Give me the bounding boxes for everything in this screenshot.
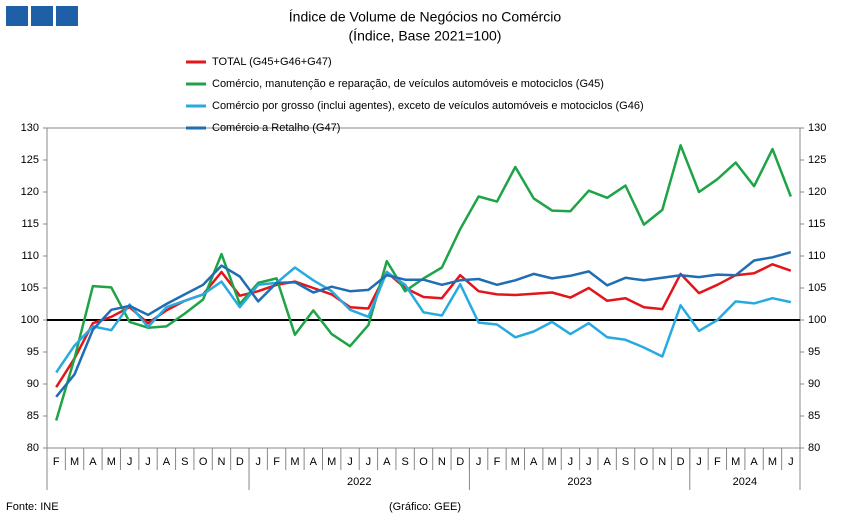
x-tick-label: A <box>89 456 97 468</box>
year-label: 2023 <box>567 476 591 488</box>
y2-tick-label: 90 <box>808 378 820 390</box>
x-tick-label: D <box>677 456 685 468</box>
x-tick-label: N <box>658 456 666 468</box>
credit: (Gráfico: GEE) <box>389 501 461 513</box>
legend-label: Comércio a Retalho (G47) <box>212 122 340 134</box>
y-tick-label: 80 <box>27 442 39 454</box>
x-tick-label: O <box>199 456 208 468</box>
x-tick-label: A <box>530 456 538 468</box>
x-tick-label: J <box>568 456 574 468</box>
x-tick-label: M <box>768 456 777 468</box>
y-tick-label: 90 <box>27 378 39 390</box>
y2-tick-label: 85 <box>808 410 820 422</box>
x-tick-label: A <box>603 456 611 468</box>
legend-label: Comércio, manutenção e reparação, de veí… <box>212 78 604 90</box>
x-tick-label: O <box>640 456 649 468</box>
x-tick-label: J <box>366 456 372 468</box>
y-tick-label: 120 <box>21 186 39 198</box>
x-tick-label: J <box>145 456 151 468</box>
x-tick-label: D <box>236 456 244 468</box>
x-tick-label: S <box>401 456 408 468</box>
y2-tick-label: 120 <box>808 186 826 198</box>
x-tick-label: A <box>310 456 318 468</box>
y2-tick-label: 80 <box>808 442 820 454</box>
y2-tick-label: 95 <box>808 346 820 358</box>
y-tick-label: 95 <box>27 346 39 358</box>
logo-block <box>31 6 53 26</box>
x-tick-label: M <box>290 456 299 468</box>
series-line <box>55 144 792 421</box>
series-line <box>55 266 792 374</box>
y2-tick-label: 115 <box>808 218 826 230</box>
y2-tick-label: 100 <box>808 314 826 326</box>
y-tick-label: 125 <box>21 154 39 166</box>
x-tick-label: J <box>347 456 353 468</box>
y2-tick-label: 130 <box>808 122 826 134</box>
x-tick-label: D <box>456 456 464 468</box>
x-tick-label: N <box>438 456 446 468</box>
y2-tick-label: 110 <box>808 250 826 262</box>
x-tick-label: A <box>750 456 758 468</box>
x-tick-label: M <box>731 456 740 468</box>
logo-block <box>6 6 28 26</box>
y2-tick-label: 125 <box>808 154 826 166</box>
y-tick-label: 130 <box>21 122 39 134</box>
x-tick-label: J <box>127 456 133 468</box>
x-tick-label: J <box>586 456 592 468</box>
x-tick-label: F <box>273 456 280 468</box>
chart-subtitle: (Índice, Base 2021=100) <box>349 28 502 44</box>
x-tick-label: A <box>163 456 171 468</box>
year-label: 2022 <box>347 476 371 488</box>
x-tick-label: O <box>419 456 428 468</box>
x-tick-label: J <box>788 456 794 468</box>
x-tick-label: F <box>53 456 60 468</box>
year-label: 2024 <box>733 476 757 488</box>
y-tick-label: 100 <box>21 314 39 326</box>
y-tick-label: 110 <box>21 250 39 262</box>
x-tick-label: M <box>327 456 336 468</box>
logo-block <box>56 6 78 26</box>
legend-label: Comércio por grosso (inclui agentes), ex… <box>212 100 644 112</box>
x-tick-label: N <box>217 456 225 468</box>
x-tick-label: F <box>714 456 721 468</box>
y2-tick-label: 105 <box>808 282 826 294</box>
x-tick-label: M <box>70 456 79 468</box>
y-tick-label: 85 <box>27 410 39 422</box>
chart-title: Índice de Volume de Negócios no Comércio <box>289 9 562 25</box>
y-tick-label: 115 <box>21 218 39 230</box>
x-tick-label: J <box>696 456 702 468</box>
x-tick-label: J <box>255 456 261 468</box>
x-tick-label: A <box>383 456 391 468</box>
x-tick-label: F <box>494 456 501 468</box>
x-tick-label: J <box>476 456 482 468</box>
y-tick-label: 105 <box>21 282 39 294</box>
x-tick-label: S <box>622 456 629 468</box>
x-tick-label: M <box>547 456 556 468</box>
x-tick-label: S <box>181 456 188 468</box>
legend-label: TOTAL (G45+G46+G47) <box>212 56 332 68</box>
source: Fonte: INE <box>6 501 59 513</box>
series-line <box>55 250 792 398</box>
plot-frame <box>46 127 801 449</box>
x-tick-label: M <box>107 456 116 468</box>
x-tick-label: M <box>511 456 520 468</box>
